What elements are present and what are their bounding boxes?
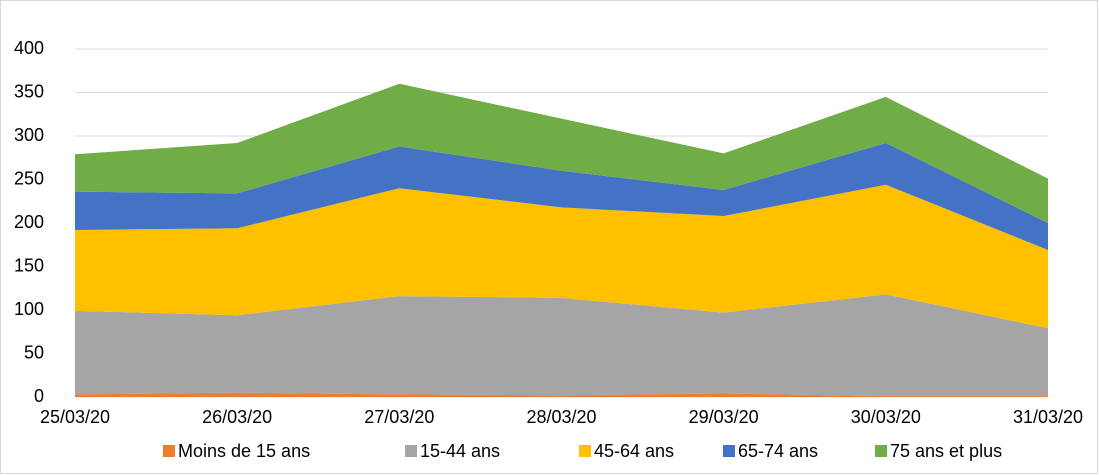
area bbox=[75, 392, 1048, 397]
area bbox=[75, 142, 1048, 250]
x-tick-label: 27/03/20 bbox=[364, 407, 434, 427]
x-tick-label: 26/03/20 bbox=[202, 407, 272, 427]
y-tick-label: 300 bbox=[14, 125, 44, 145]
y-tick-label: 400 bbox=[14, 38, 44, 58]
y-tick-label: 0 bbox=[34, 386, 44, 406]
legend-label: 75 ans et plus bbox=[890, 441, 1002, 461]
area bbox=[75, 294, 1048, 397]
legend-swatch bbox=[723, 445, 735, 457]
legend-swatch bbox=[579, 445, 591, 457]
y-tick-label: 350 bbox=[14, 81, 44, 101]
legend-swatch bbox=[875, 445, 887, 457]
x-tick-label: 25/03/20 bbox=[40, 407, 110, 427]
y-tick-label: 250 bbox=[14, 168, 44, 188]
legend-label: 45-64 ans bbox=[594, 441, 674, 461]
y-tick-label: 150 bbox=[14, 255, 44, 275]
y-tick-label: 200 bbox=[14, 212, 44, 232]
legend-label: Moins de 15 ans bbox=[178, 441, 310, 461]
legend-label: 65-74 ans bbox=[738, 441, 818, 461]
legend-label: 15-44 ans bbox=[420, 441, 500, 461]
y-tick-label: 100 bbox=[14, 299, 44, 319]
legend-swatch bbox=[163, 445, 175, 457]
x-tick-label: 30/03/20 bbox=[851, 407, 921, 427]
legend-swatch bbox=[405, 445, 417, 457]
x-tick-label: 31/03/20 bbox=[1013, 407, 1083, 427]
area bbox=[75, 184, 1048, 329]
x-tick-label: 29/03/20 bbox=[689, 407, 759, 427]
y-tick-label: 50 bbox=[24, 342, 44, 362]
x-tick-label: 28/03/20 bbox=[526, 407, 596, 427]
area bbox=[75, 83, 1048, 223]
